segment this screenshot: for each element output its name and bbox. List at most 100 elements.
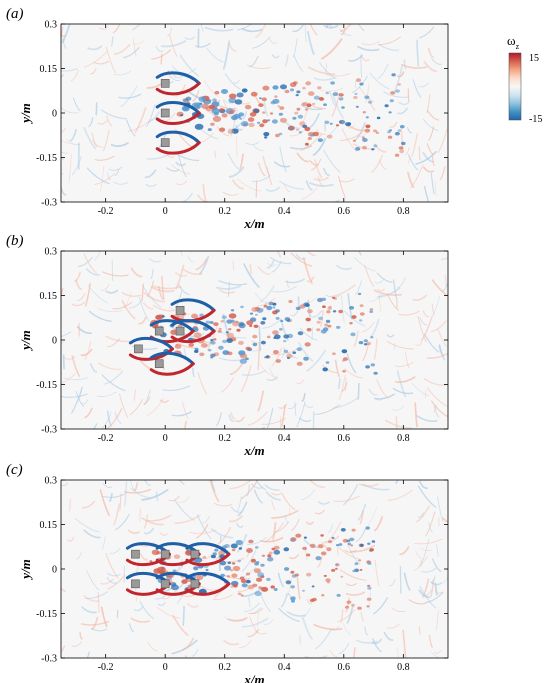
vortex-filament [254,292,271,306]
vortex-filament [166,167,180,172]
vortex-filament [399,546,410,556]
vortex-filament [253,489,263,504]
panel-label: (a) [6,6,24,22]
vortex-filament [430,652,440,658]
vortex-filament [423,60,438,73]
vortex-filament [151,286,175,293]
wake-vortex [218,345,224,350]
wake-vortex [359,312,365,316]
wake-vortex [194,123,204,130]
vortex-filament [202,183,207,202]
vortex-filament [305,180,313,191]
vortex-filament [317,556,323,568]
vortex-filament [142,286,162,308]
vortex-filament [191,648,199,657]
vortex-filament [242,586,264,598]
vortex-filament [386,623,400,629]
vortex-filament [201,586,218,592]
wake-vortex [221,315,227,320]
y-tick-label: -0.3 [41,654,57,665]
cylinder-body [170,319,216,344]
wake-vortex [317,544,324,549]
vortex-filament [236,523,244,528]
wake-vortex [390,91,396,95]
vortex-filament [118,93,142,99]
vortex-filament [214,150,217,158]
vortex-filament [340,609,344,624]
wake-vortex [291,599,295,603]
wake-vortex [193,566,199,571]
vortex-filament [391,405,405,411]
wake-vortex [208,349,212,352]
vortex-filament [210,528,234,539]
wake-vortex [359,568,363,571]
vortex-filament [358,251,362,256]
wake-vortex [397,83,402,86]
vortex-filament [357,24,365,32]
vortex-filament [426,94,431,114]
vortex-filament [108,166,123,171]
wake-vortex [279,106,285,110]
vortex-filament [279,146,287,173]
vortex-filament [61,24,71,44]
wake-vortex [219,127,226,132]
wake-vortex [251,558,256,562]
wake-vortex [296,361,303,366]
wake-vortex [339,119,346,125]
wake-vortex [271,119,278,124]
wake-vortex [266,577,271,582]
vortex-filament [411,382,430,397]
wake-vortex [268,551,273,555]
wake-vortex [258,586,263,589]
vortex-filament [315,629,332,650]
vortex-filament [378,36,401,46]
vortex-filament [178,480,185,485]
wake-vortex [262,317,267,321]
wake-vortex [349,306,355,310]
vortex-filament [228,166,245,178]
vortex-filament [108,492,113,502]
vortex-filament [105,46,116,74]
vortex-filament [433,405,440,418]
vortex-filament [68,498,72,512]
vortex-filament [61,74,64,79]
vortex-filament [175,161,186,167]
vortex-filament [365,83,370,103]
wake-vortex [362,138,368,142]
x-tick-label: 0.8 [397,662,410,673]
wake-vortex [261,554,266,557]
wake-vortex [345,605,349,609]
vortex-filament [298,417,312,422]
vortex-filament [345,591,366,596]
vortex-filament [209,480,220,502]
wake-vortex [304,126,311,132]
vortex-filament [146,280,154,297]
vortex-filament [431,558,442,573]
vortex-filament [262,319,282,329]
vortex-filament [368,293,384,303]
wake-vortex [277,105,281,108]
wake-vortex [231,573,238,578]
vortex-filament [353,647,356,658]
vortex-filament [141,488,169,501]
vortex-filament [346,603,354,624]
vortex-filament [107,411,112,419]
wake-vortex [292,116,297,120]
wake-vortex [384,104,389,108]
vortex-filament [431,296,440,318]
vortex-filament [63,356,76,360]
vortex-filament [293,38,298,58]
wake-vortex [304,342,311,347]
vortex-filament [350,544,376,553]
vortex-filament [187,255,194,263]
wake-vortex [394,131,400,136]
vortex-filament [119,493,122,512]
wake-vortex [246,548,253,553]
vortex-filament [426,352,448,360]
vortex-filament [431,155,435,166]
wake-vortex [350,544,354,547]
vortex-filament [217,527,232,545]
vortex-filament [94,155,115,161]
cylinder-marker [175,306,185,315]
wake-vortex [241,583,248,588]
